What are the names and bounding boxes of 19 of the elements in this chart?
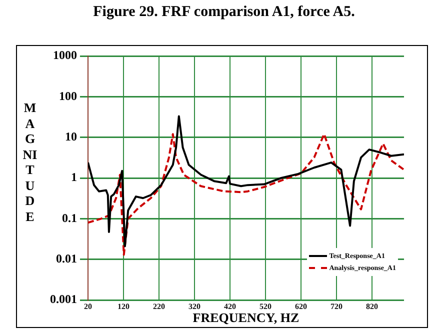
y-tick-label: 0.01: [56, 251, 77, 266]
chart-title: Figure 29. FRF comparison A1, force A5.: [92, 4, 356, 21]
x-tick-label: 820: [366, 302, 378, 311]
y-axis-title: MAGNITUDE: [22, 100, 38, 224]
y-tick-label: 0.001: [50, 292, 77, 306]
y-tick-label: 0.1: [62, 210, 77, 225]
x-tick-label: 220: [153, 302, 166, 311]
x-tick-label: 20: [84, 302, 92, 311]
x-tick-label: 420: [224, 302, 236, 311]
x-tick-label: 320: [188, 302, 201, 311]
x-tick-label: 520: [260, 302, 272, 311]
y-tick-label: 1: [71, 170, 77, 184]
x-axis-title: FREQUENCY, HZ: [192, 310, 300, 326]
x-tick-label: 620: [295, 302, 308, 311]
y-tick-label: 100: [59, 88, 77, 103]
x-tick-label: 720: [330, 302, 343, 311]
x-tick-label: 120: [118, 302, 130, 311]
y-tick-label: 10: [65, 129, 77, 144]
y-tick-label: 1000: [53, 48, 77, 62]
